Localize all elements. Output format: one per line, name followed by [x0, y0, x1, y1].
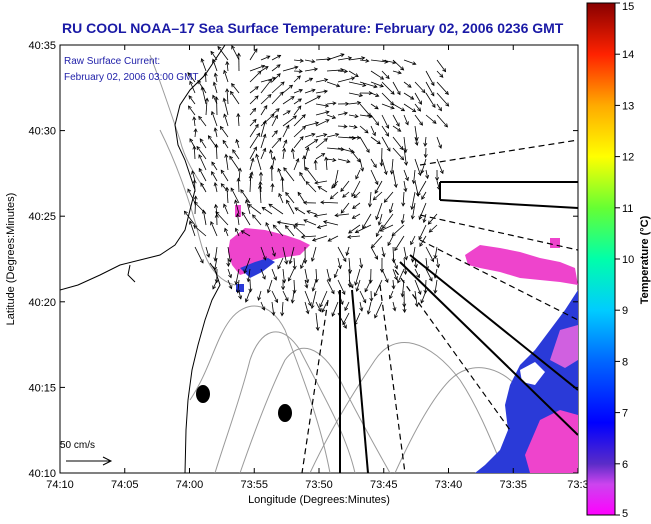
station-marker — [196, 385, 210, 403]
scale-label: 50 cm/s — [60, 440, 95, 451]
colorbar-tick-label: 9 — [622, 305, 628, 317]
x-tick-label: 74:05 — [111, 479, 139, 491]
y-tick-label: 40:20 — [28, 297, 56, 309]
y-tick-label: 40:15 — [28, 382, 56, 394]
colorbar-tick-label: 14 — [622, 49, 634, 61]
colorbar-tick-label: 13 — [622, 100, 634, 112]
y-tick-label: 40:10 — [28, 468, 56, 480]
colorbar-tick-label: 7 — [622, 408, 628, 420]
y-tick-label: 40:35 — [28, 40, 56, 52]
x-tick-label: 74:10 — [46, 479, 74, 491]
current-annotation-title: Raw Surface Current: — [64, 56, 160, 67]
chart-title: RU COOL NOAA–17 Sea Surface Temperature:… — [62, 20, 564, 36]
colorbar — [587, 3, 615, 515]
station-marker — [278, 404, 292, 422]
colorbar-label: Temperature (°C) — [639, 215, 651, 304]
y-tick-label: 40:25 — [28, 211, 56, 223]
colorbar-tick-label: 15 — [622, 1, 634, 13]
x-tick-label: 73:40 — [435, 479, 463, 491]
x-tick-label: 73:45 — [370, 479, 398, 491]
current-vector — [381, 148, 382, 166]
x-tick-label: 74:00 — [176, 479, 204, 491]
x-tick-label: 73:3 — [567, 479, 588, 491]
colorbar-tick-label: 10 — [622, 254, 634, 266]
y-tick-label: 40:30 — [28, 126, 56, 138]
y-axis-label: Latitude (Degrees:Minutes) — [5, 193, 17, 326]
x-tick-label: 73:35 — [499, 479, 527, 491]
colorbar-tick-label: 5 — [622, 508, 628, 519]
current-annotation-date: February 02, 2006 03:00 GMT — [64, 72, 199, 83]
colorbar-tick-label: 11 — [622, 203, 633, 215]
colorbar-tick-label: 8 — [622, 356, 628, 368]
sst-patch-warm — [550, 238, 560, 248]
colorbar-ticks: 5 6 7 8 9 10 11 12 13 14 15 — [615, 1, 634, 519]
colorbar-tick-label: 12 — [622, 152, 634, 164]
x-axis-label: Longitude (Degrees:Minutes) — [248, 494, 390, 506]
colorbar-tick-label: 6 — [622, 459, 628, 471]
x-tick-label: 73:50 — [305, 479, 333, 491]
x-tick-label: 73:55 — [240, 479, 268, 491]
